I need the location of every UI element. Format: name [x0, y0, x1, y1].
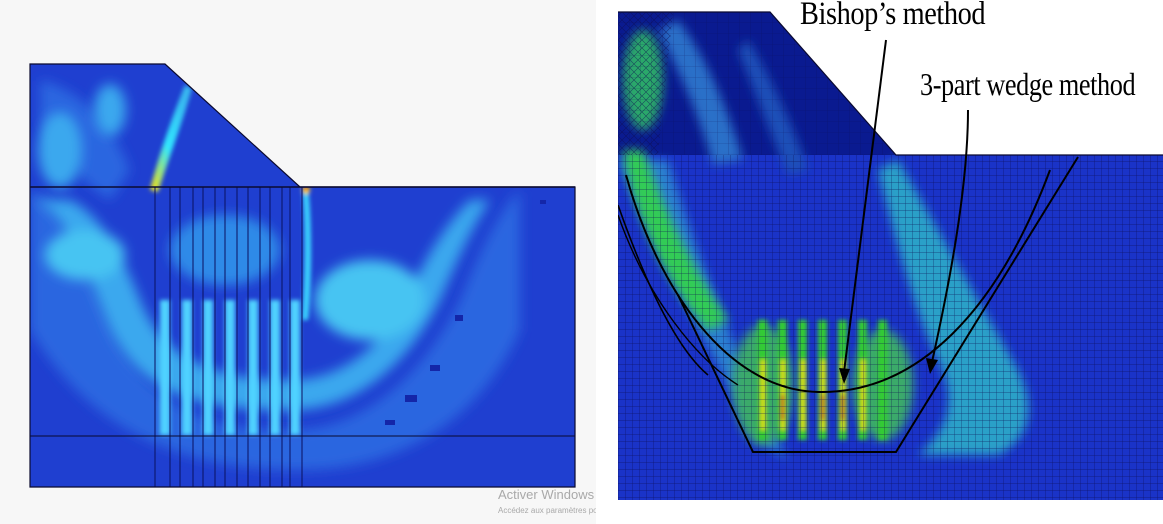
- secondary-wedge-line: [618, 214, 739, 386]
- right-slope-outline: [618, 11, 1163, 156]
- left-contour-panel: Activer Windows Accédez aux paramètres p…: [29, 63, 596, 515]
- toe-shear-band: [302, 186, 311, 320]
- right-specks: [385, 200, 546, 425]
- wedge-slip-surface: [677, 156, 1079, 453]
- diagonal-mesh: [618, 12, 673, 155]
- light-stress-zones: [35, 84, 490, 410]
- left-slip-arc: [618, 204, 709, 376]
- wedge-arrow: [926, 109, 969, 374]
- bishop-slip-circle: [625, 169, 1051, 394]
- slope-outline: [29, 63, 576, 488]
- bishop-method-label: Bishop’s method: [800, 0, 986, 32]
- medium-stress-zones: [30, 80, 520, 470]
- watermark-subtitle: Accédez aux paramètres pour activer Wind…: [498, 506, 596, 515]
- right-mesh-plot: [618, 11, 1163, 500]
- pile-stress-strips: [160, 300, 300, 435]
- watermark-title: Activer Windows: [498, 487, 595, 502]
- lower-mesh-grid: [618, 155, 1163, 500]
- pile-lines: [154, 187, 303, 487]
- bishop-arrow: [839, 39, 887, 384]
- upper-shear-band: [150, 85, 192, 192]
- left-contour-plot: [29, 63, 576, 488]
- wedge-method-label: 3-part wedge method: [920, 66, 1136, 102]
- right-mesh-panel: [618, 0, 1163, 524]
